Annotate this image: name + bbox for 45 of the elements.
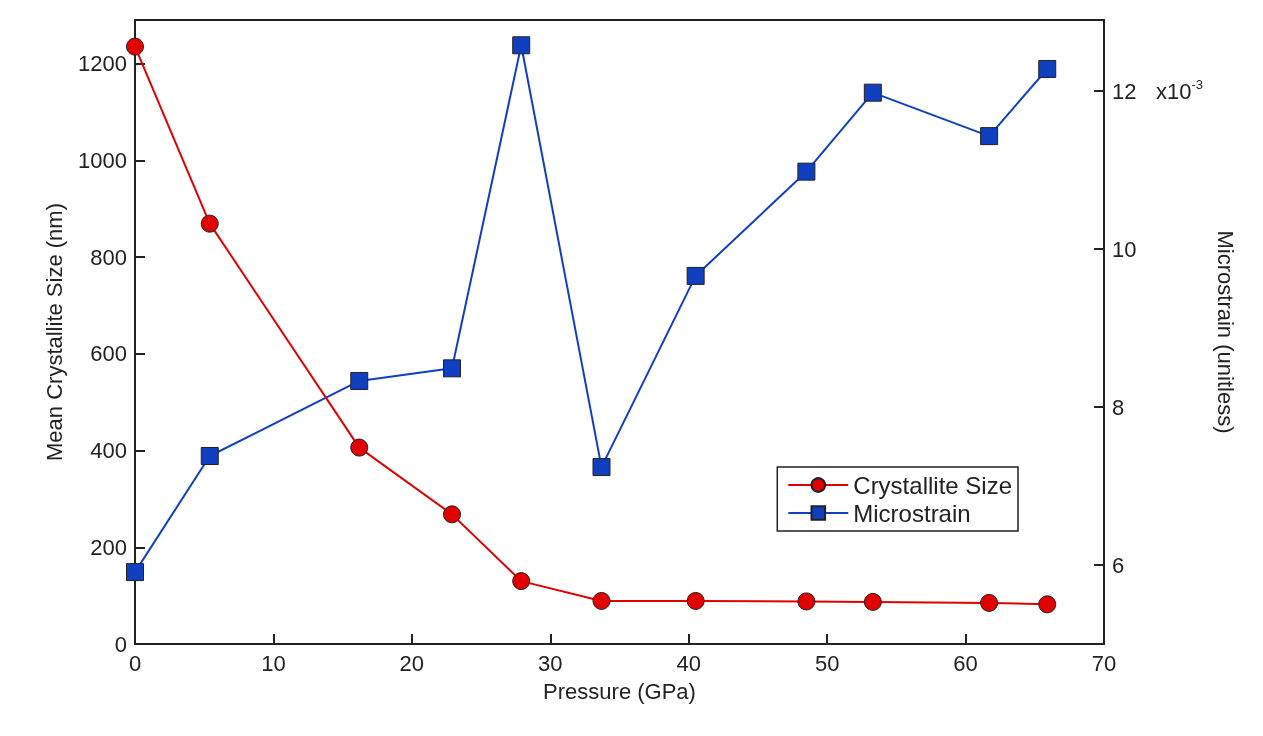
point	[350, 371, 369, 390]
point	[443, 359, 461, 378]
y-axis-title: Mean Crystallite Size (nm)	[41, 203, 67, 461]
legend-label: Crystallite Size	[853, 471, 1013, 499]
x-tick-label: 40	[676, 650, 701, 676]
point	[686, 266, 705, 285]
x-tick-label: 50	[814, 650, 840, 676]
y-tick-label: 1000	[78, 147, 127, 173]
point	[512, 572, 531, 591]
point	[797, 162, 816, 181]
point	[863, 83, 882, 102]
x-tick-label: 10	[261, 650, 286, 676]
x-axis-title: Pressure (GPa)	[543, 678, 696, 704]
point	[592, 458, 611, 477]
point	[126, 37, 144, 56]
y-tick-label: 400	[90, 438, 127, 464]
point	[350, 438, 369, 457]
y-tick-label: 800	[90, 244, 127, 270]
x-tick-label: 30	[538, 650, 563, 676]
x-tick-label: 70	[1091, 650, 1117, 676]
point	[200, 447, 219, 466]
y-tick-label: 200	[90, 534, 127, 560]
point	[686, 591, 705, 610]
y2-tick-label: 8	[1112, 394, 1125, 420]
legend-label: Microstrain	[853, 499, 971, 527]
point	[797, 592, 816, 611]
y2-axis-title: Microstrain (unitless)	[1212, 230, 1238, 434]
point	[980, 593, 999, 612]
point	[863, 592, 882, 611]
y-tick-label: 600	[90, 341, 127, 367]
point	[126, 563, 144, 582]
point	[1038, 59, 1057, 78]
y2-tick-label: 10	[1112, 236, 1137, 262]
point	[443, 505, 461, 524]
point	[592, 591, 611, 610]
x-tick-label: 60	[953, 650, 978, 676]
x-tick-label: 20	[399, 650, 425, 676]
point	[200, 214, 219, 233]
y-tick-label: 0	[114, 631, 127, 657]
point	[980, 127, 999, 146]
point	[512, 36, 531, 55]
y-tick-label: 1200	[78, 51, 127, 77]
point	[1038, 595, 1057, 614]
y2-tick-label: 12	[1112, 78, 1137, 104]
y2-tick-label: 6	[1112, 552, 1125, 578]
